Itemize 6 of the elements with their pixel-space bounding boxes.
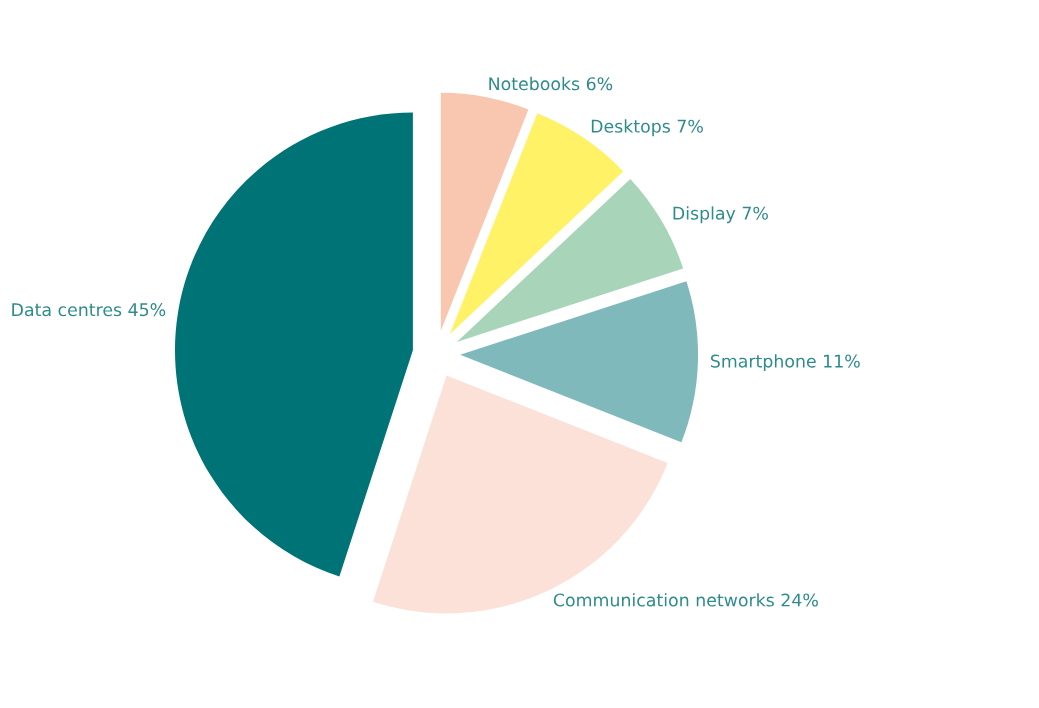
slice-label: Notebooks 6% <box>489 76 613 91</box>
slice-label: Smartphone 11% <box>710 354 860 371</box>
slice-label: Communication networks 24% <box>553 593 818 607</box>
slice-label: Desktops 7% <box>591 119 703 137</box>
slice-label: Display 7% <box>673 206 768 224</box>
slice-label: Data centres 45% <box>12 303 166 317</box>
